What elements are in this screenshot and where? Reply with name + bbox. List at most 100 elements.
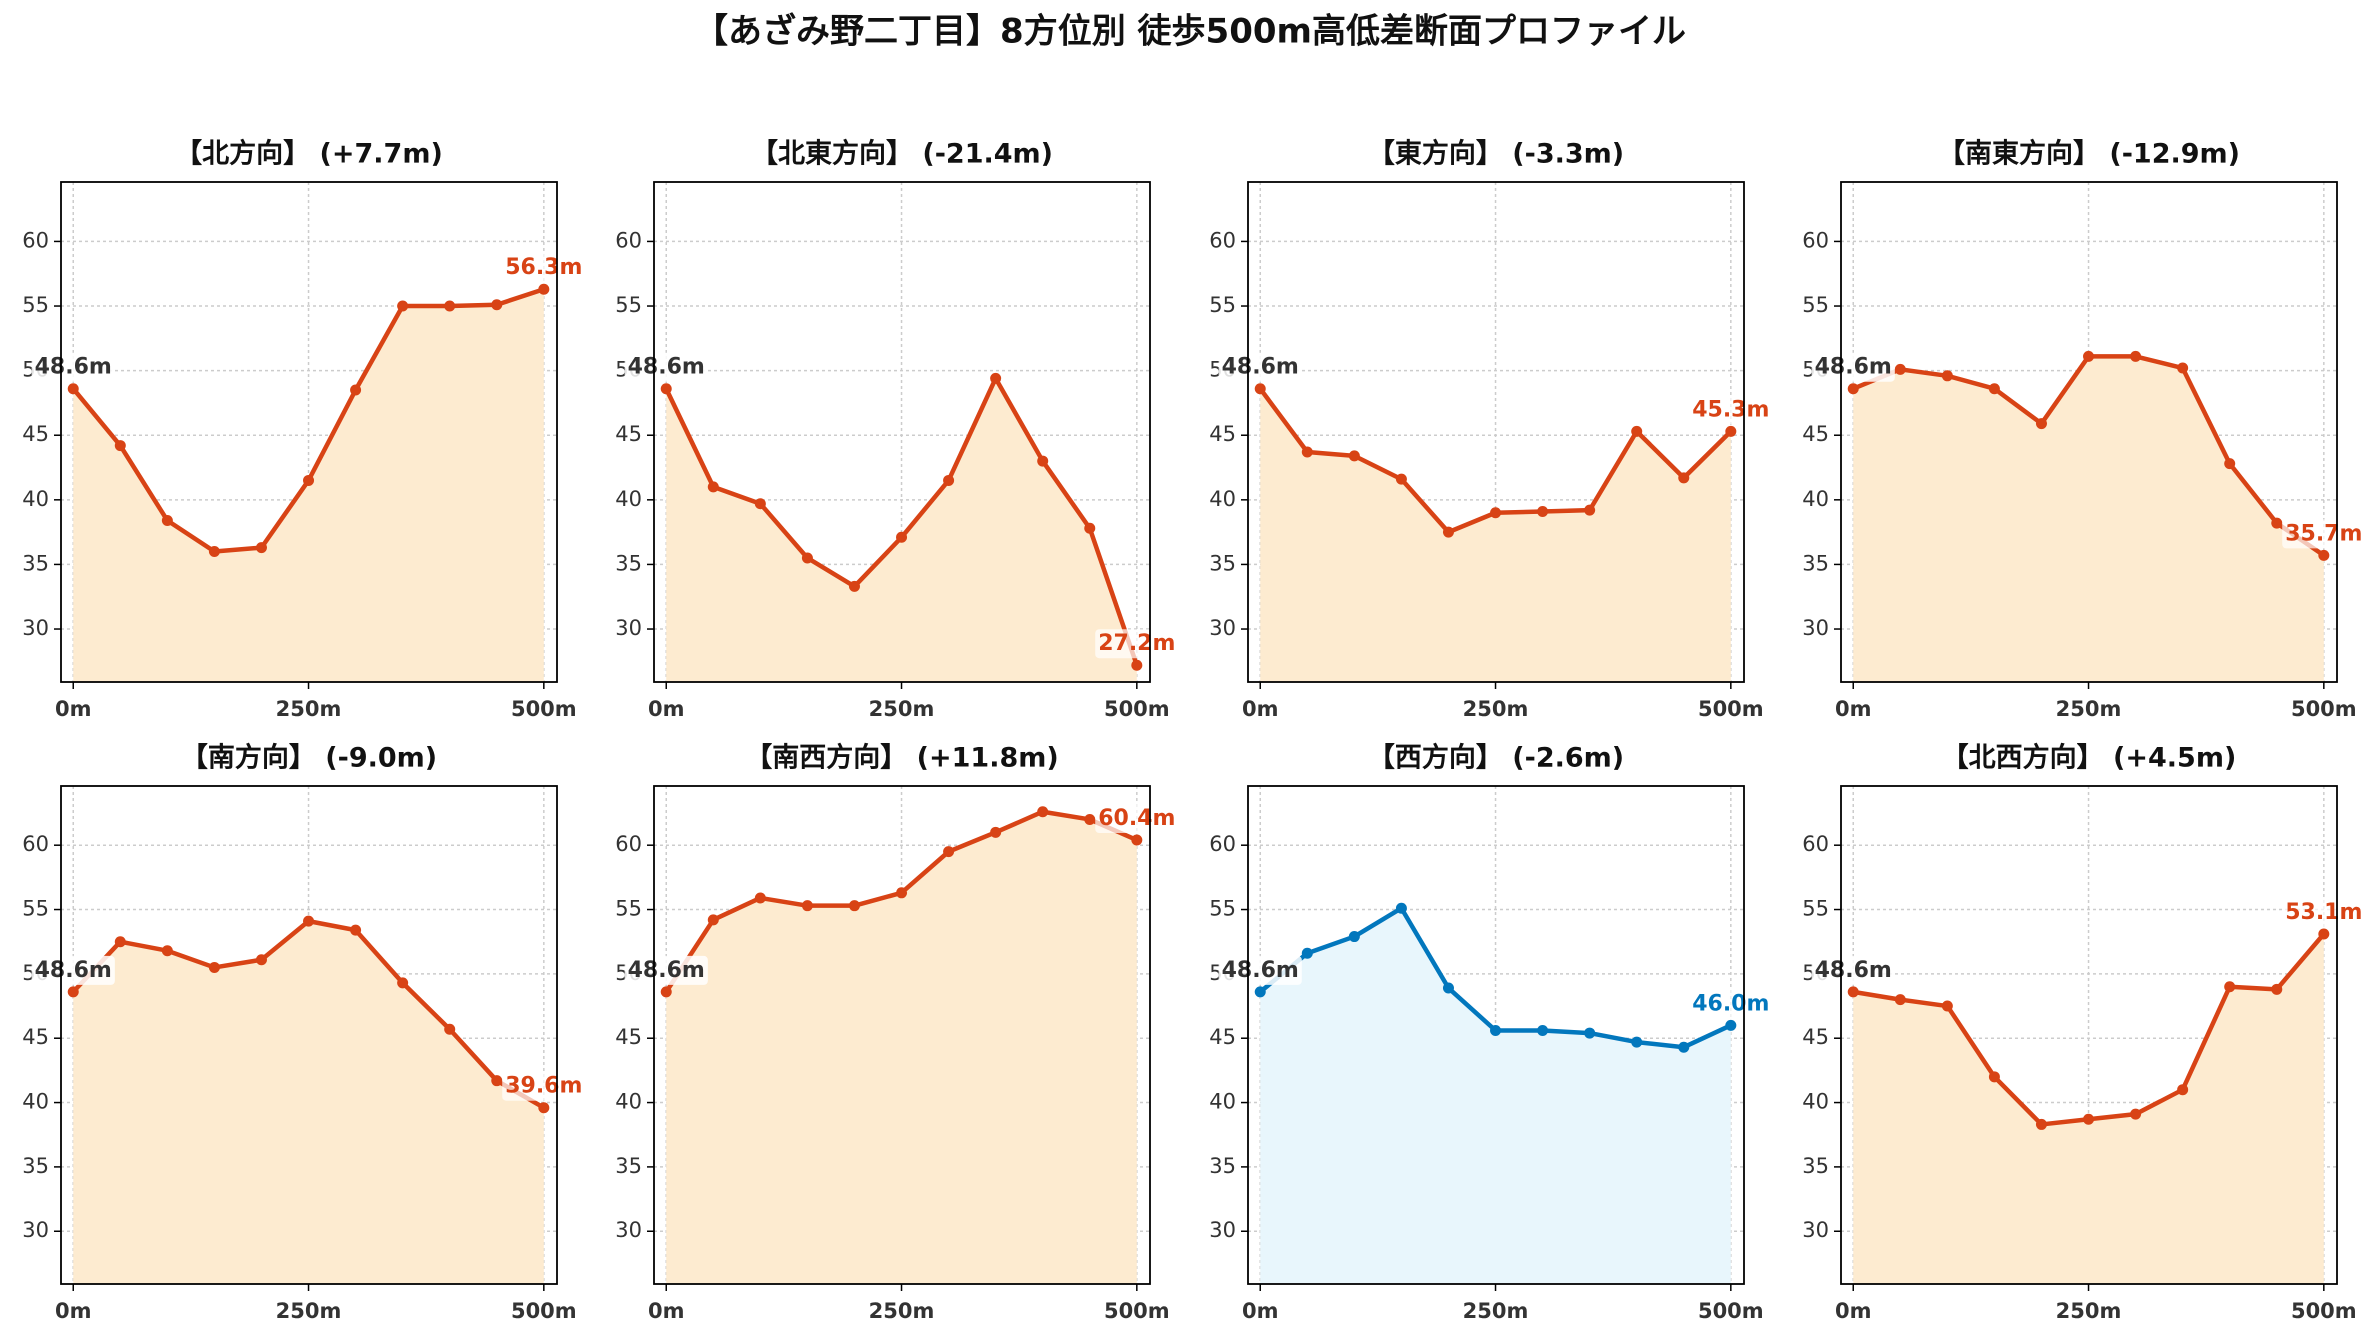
label-background <box>1095 629 1179 659</box>
y-tick-label: 45 <box>1209 422 1236 446</box>
y-tick-label: 45 <box>22 422 49 446</box>
value-label: 46.0m <box>1692 991 1769 1016</box>
x-tick-label: 0m <box>1835 697 1872 721</box>
point <box>707 914 719 926</box>
point <box>2224 981 2236 993</box>
area <box>666 811 1137 1284</box>
y-tick-label: 35 <box>1802 1154 1829 1178</box>
value-label: 45.3m <box>1692 397 1769 422</box>
point <box>2271 517 2283 529</box>
point <box>1395 473 1407 485</box>
y-tick-label: 60 <box>1802 228 1829 252</box>
point <box>303 915 315 927</box>
y-tick-label: 60 <box>615 832 642 856</box>
y-tick-label: 35 <box>22 551 49 575</box>
value-label: 48.6m <box>628 355 705 380</box>
subplot: 【北西方向】 (+4.5m)303540455055600m250m500m48… <box>1802 742 2366 1323</box>
y-tick-label: 45 <box>1209 1025 1236 1049</box>
point <box>255 542 267 554</box>
plot-frame <box>653 181 1151 683</box>
subplot: 【南西方向】 (+11.8m)303540455055600m250m500m4… <box>615 742 1179 1323</box>
y-tick-label: 55 <box>615 897 642 921</box>
point <box>1537 1024 1549 1036</box>
label-background <box>1689 395 1773 425</box>
point <box>161 515 173 527</box>
y-tick-label: 45 <box>1802 422 1829 446</box>
point <box>1395 902 1407 914</box>
subplot-title: 【北西方向】 (+4.5m) <box>1942 742 2237 774</box>
x-tick-label: 0m <box>648 1299 685 1323</box>
point <box>943 846 955 858</box>
point <box>1537 505 1549 517</box>
x-tick-label: 250m <box>276 1299 342 1323</box>
point <box>1490 507 1502 519</box>
value-label: 48.6m <box>1222 958 1299 983</box>
y-tick-label: 55 <box>1209 293 1236 317</box>
value-label: 48.6m <box>1222 355 1299 380</box>
value-label: 39.6m <box>505 1074 582 1099</box>
label-background <box>624 955 708 985</box>
point <box>1988 383 2000 395</box>
point <box>754 892 766 904</box>
area <box>1853 933 2324 1284</box>
point <box>2177 362 2189 374</box>
y-tick-label: 55 <box>22 293 49 317</box>
y-tick-label: 60 <box>22 228 49 252</box>
point <box>1442 982 1454 994</box>
label-background <box>1095 804 1179 834</box>
y-tick-label: 40 <box>22 1090 49 1114</box>
point <box>943 474 955 486</box>
y-tick-label: 55 <box>1802 897 1829 921</box>
value-label: 48.6m <box>1815 355 1892 380</box>
subplot: 【西方向】 (-2.6m)303540455055600m250m500m48.… <box>1209 742 1773 1323</box>
point <box>1037 806 1049 818</box>
subplot: 【南東方向】 (-12.9m)303540455055600m250m500m4… <box>1802 138 2366 721</box>
plot-frame <box>1247 181 1745 683</box>
subplot-title: 【北東方向】 (-21.4m) <box>751 138 1053 170</box>
point <box>538 283 550 295</box>
label-background <box>1218 352 1302 382</box>
area <box>73 921 544 1284</box>
point <box>801 900 813 912</box>
plot-frame <box>653 785 1151 1285</box>
y-tick-label: 40 <box>615 1090 642 1114</box>
y-tick-label: 40 <box>615 487 642 511</box>
label-background <box>2282 897 2366 927</box>
point <box>397 977 409 989</box>
label-background <box>502 253 586 283</box>
subplot-title: 【南方向】 (-9.0m) <box>181 742 437 774</box>
y-tick-label: 60 <box>1802 832 1829 856</box>
point <box>1678 1041 1690 1053</box>
area <box>1260 908 1731 1284</box>
x-tick-label: 0m <box>648 697 685 721</box>
subplot: 【北方向】 (+7.7m)303540455055600m250m500m48.… <box>22 138 586 721</box>
point <box>114 936 126 948</box>
x-tick-label: 500m <box>1698 1299 1764 1323</box>
point <box>114 440 126 452</box>
point <box>303 474 315 486</box>
point <box>1725 425 1737 437</box>
point <box>1442 526 1454 538</box>
point <box>208 546 220 558</box>
x-tick-label: 500m <box>1104 1299 1170 1323</box>
subplot-title: 【東方向】 (-3.3m) <box>1368 138 1624 170</box>
point <box>491 299 503 311</box>
area <box>1853 356 2324 682</box>
point <box>1584 1027 1596 1039</box>
y-tick-label: 45 <box>615 1025 642 1049</box>
point <box>2130 350 2142 362</box>
x-tick-label: 0m <box>1835 1299 1872 1323</box>
plot-frame <box>1840 181 2338 683</box>
point <box>208 961 220 973</box>
point <box>444 1023 456 1035</box>
point <box>1988 1071 2000 1083</box>
y-tick-label: 35 <box>1209 551 1236 575</box>
value-label: 48.6m <box>628 958 705 983</box>
point <box>2130 1108 2142 1120</box>
value-label: 56.3m <box>505 255 582 280</box>
point <box>1037 455 1049 467</box>
y-tick-label: 30 <box>1209 1218 1236 1242</box>
label-background <box>31 352 115 382</box>
label-background <box>1218 955 1302 985</box>
